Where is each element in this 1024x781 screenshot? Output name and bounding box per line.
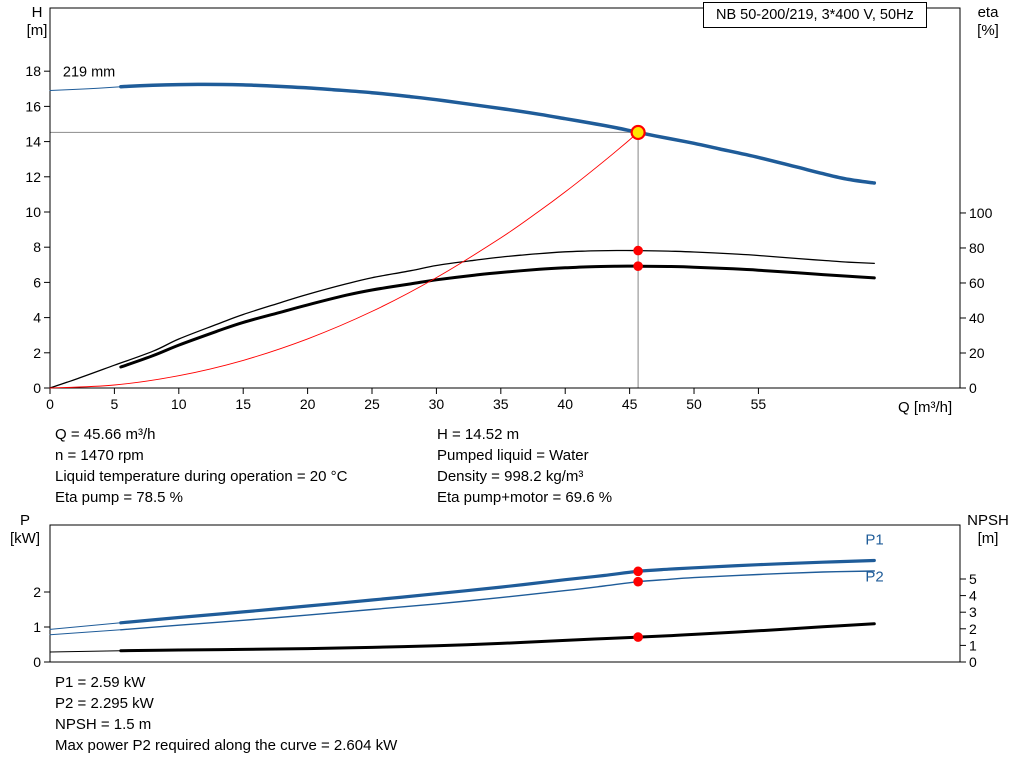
pump-title-box: NB 50-200/219, 3*400 V, 50Hz [703, 2, 927, 28]
y-right-tick-label: 80 [969, 240, 985, 256]
y-right-tick-label: 20 [969, 345, 985, 361]
y-left-tick-label: 2 [33, 345, 41, 361]
y-left-tick-label: 12 [25, 169, 41, 185]
y-left-tick-label: 16 [25, 98, 41, 114]
npsh-axis-label: NPSH [m] [958, 512, 1018, 548]
result-line-liquid-temp: Liquid temperature during operation = 20… [55, 468, 348, 485]
p1-curve [119, 558, 876, 625]
result-line-eta-pump-motor: Eta pump+motor = 69.6 % [437, 489, 613, 506]
p-axis-symbol: P [19, 512, 30, 529]
y-left-tick-label: 0 [33, 380, 41, 396]
h-curve-lead [49, 86, 122, 91]
y-right-tick-label: 4 [969, 588, 977, 604]
y-right-tick-label: 2 [969, 621, 977, 637]
result-line-h: H = 14.52 m [437, 426, 520, 443]
result-line-eta-pump: Eta pump = 78.5 % [55, 489, 183, 506]
y-left-tick-label: 14 [25, 134, 41, 150]
npsh-curve-lead [49, 650, 122, 653]
result-line-max-power: Max power P2 required along the curve = … [55, 737, 398, 754]
x-tick-label: 0 [46, 396, 54, 412]
q-axis-label: Q [m³/h] [898, 399, 953, 416]
p2-curve-lead [49, 629, 122, 636]
eta-axis-unit: [%] [977, 22, 999, 39]
eta-pump-curve [49, 249, 875, 389]
y-right-tick-label: 3 [969, 604, 977, 620]
x-tick-label: 45 [622, 396, 638, 412]
h-curve [119, 82, 877, 185]
result-line-q: Q = 45.66 m³/h [55, 426, 156, 443]
x-tick-label: 5 [111, 396, 119, 412]
result-line-density: Density = 998.2 kg/m³ [437, 468, 584, 485]
result-line-p2: P2 = 2.295 kW [55, 695, 154, 712]
y-right-tick-label: 60 [969, 275, 985, 291]
x-tick-label: 30 [429, 396, 445, 412]
y-left-tick-label: 4 [33, 310, 41, 326]
y-left-tick-label: 0 [33, 654, 41, 670]
power-npsh-chart-border [49, 524, 961, 663]
system-curve [49, 131, 639, 389]
y-left-tick-label: 10 [25, 204, 41, 220]
y-left-tick-label: 18 [25, 63, 41, 79]
npsh-axis-symbol: NPSH [967, 512, 1009, 529]
result-line-p1: P1 = 2.59 kW [55, 674, 146, 691]
x-tick-label: 35 [493, 396, 509, 412]
power-results: P1 = 2.59 kW P2 = 2.295 kW NPSH = 1.5 m … [55, 672, 397, 756]
x-tick-label: 25 [364, 396, 380, 412]
y-right-tick-label: 1 [969, 637, 977, 653]
y-left-tick-label: 8 [33, 239, 41, 255]
p1-curve-label: P1 [865, 532, 883, 549]
p-axis-label: P [kW] [2, 512, 48, 548]
npsh-point [633, 632, 643, 642]
duty-point[interactable] [630, 124, 646, 141]
p2-curve-label: P2 [865, 568, 883, 585]
p1-point [633, 566, 643, 577]
p-axis-unit: [kW] [10, 530, 40, 547]
duty-results-left: Q = 45.66 m³/h n = 1470 rpm Liquid tempe… [55, 424, 347, 508]
y-right-tick-label: 100 [969, 205, 993, 221]
x-tick-label: 15 [235, 396, 251, 412]
eta-pump-point [633, 245, 643, 256]
y-right-tick-label: 40 [969, 310, 985, 326]
y-left-tick-label: 1 [33, 619, 41, 635]
eta-pump-motor-point [633, 261, 643, 271]
result-line-speed: n = 1470 rpm [55, 447, 144, 464]
h-axis-label: H [m] [16, 4, 58, 40]
npsh-axis-unit: [m] [977, 530, 999, 547]
x-tick-label: 10 [171, 396, 187, 412]
result-line-npsh: NPSH = 1.5 m [55, 716, 152, 733]
x-tick-label: 55 [751, 396, 767, 412]
result-line-pumped-liquid: Pumped liquid = Water [437, 447, 589, 464]
eta-pump-motor-curve [119, 264, 876, 369]
qh-chart[interactable]: 0 2 4 6 8 10 12 14 16 18 0 20 40 60 80 100 0 5 10 15 20 25 30 3… [0, 0, 1024, 420]
y-right-tick-label: 0 [969, 380, 977, 396]
npsh-curve [119, 622, 876, 653]
h-axis-unit: [m] [26, 22, 48, 39]
eta-axis-symbol: eta [977, 4, 999, 21]
duty-results-right: H = 14.52 m Pumped liquid = Water Densit… [437, 424, 612, 508]
y-left-tick-label: 2 [33, 584, 41, 600]
eta-axis-label: eta [%] [962, 4, 1014, 40]
x-tick-label: 50 [686, 396, 702, 412]
p2-curve [120, 570, 875, 631]
h-axis-symbol: H [31, 4, 43, 21]
y-left-tick-label: 6 [33, 274, 41, 290]
qh-chart-border [49, 7, 961, 389]
y-right-tick-label: 0 [969, 654, 977, 670]
x-tick-label: 40 [557, 396, 573, 412]
p2-point [633, 576, 643, 587]
p1-curve-lead [49, 622, 122, 630]
y-right-tick-label: 5 [969, 571, 977, 587]
impeller-diameter-label: 219 mm [63, 64, 115, 80]
x-tick-label: 20 [300, 396, 316, 412]
